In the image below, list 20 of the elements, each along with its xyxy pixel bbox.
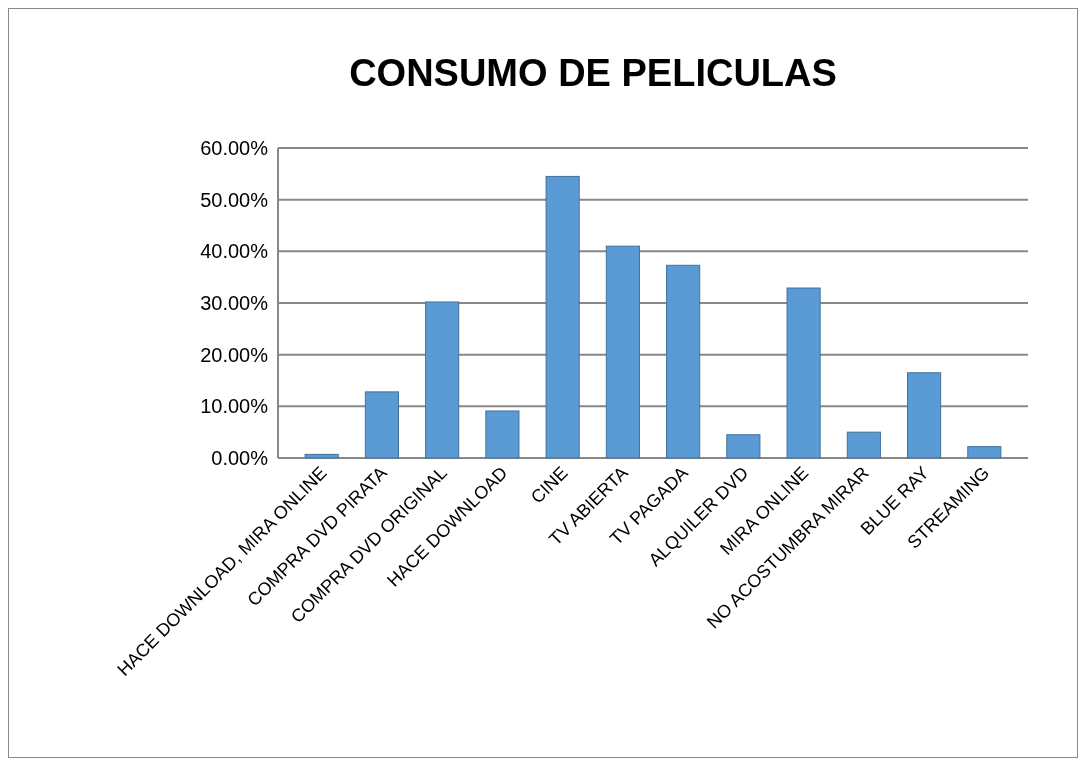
bar — [545, 175, 580, 459]
bar — [786, 287, 821, 459]
chart-title: CONSUMO DE PELICULAS — [349, 52, 837, 94]
bar — [726, 434, 761, 459]
y-tick-label: 30.00% — [200, 292, 269, 314]
bar — [364, 391, 399, 459]
bar — [304, 453, 339, 459]
y-tick-label: 50.00% — [200, 188, 269, 211]
y-tick-label: 20.00% — [200, 343, 269, 366]
y-tick-label: 10.00% — [200, 395, 269, 418]
bar — [666, 264, 701, 459]
y-tick-label: 0.00% — [211, 447, 269, 469]
bar — [485, 410, 520, 459]
bar — [846, 431, 881, 459]
y-tick-label: 60.00% — [200, 137, 269, 159]
bar — [967, 446, 1002, 459]
bar — [425, 301, 460, 459]
y-tick-label: 40.00% — [200, 240, 269, 263]
bar — [605, 245, 640, 459]
bar — [907, 372, 942, 459]
